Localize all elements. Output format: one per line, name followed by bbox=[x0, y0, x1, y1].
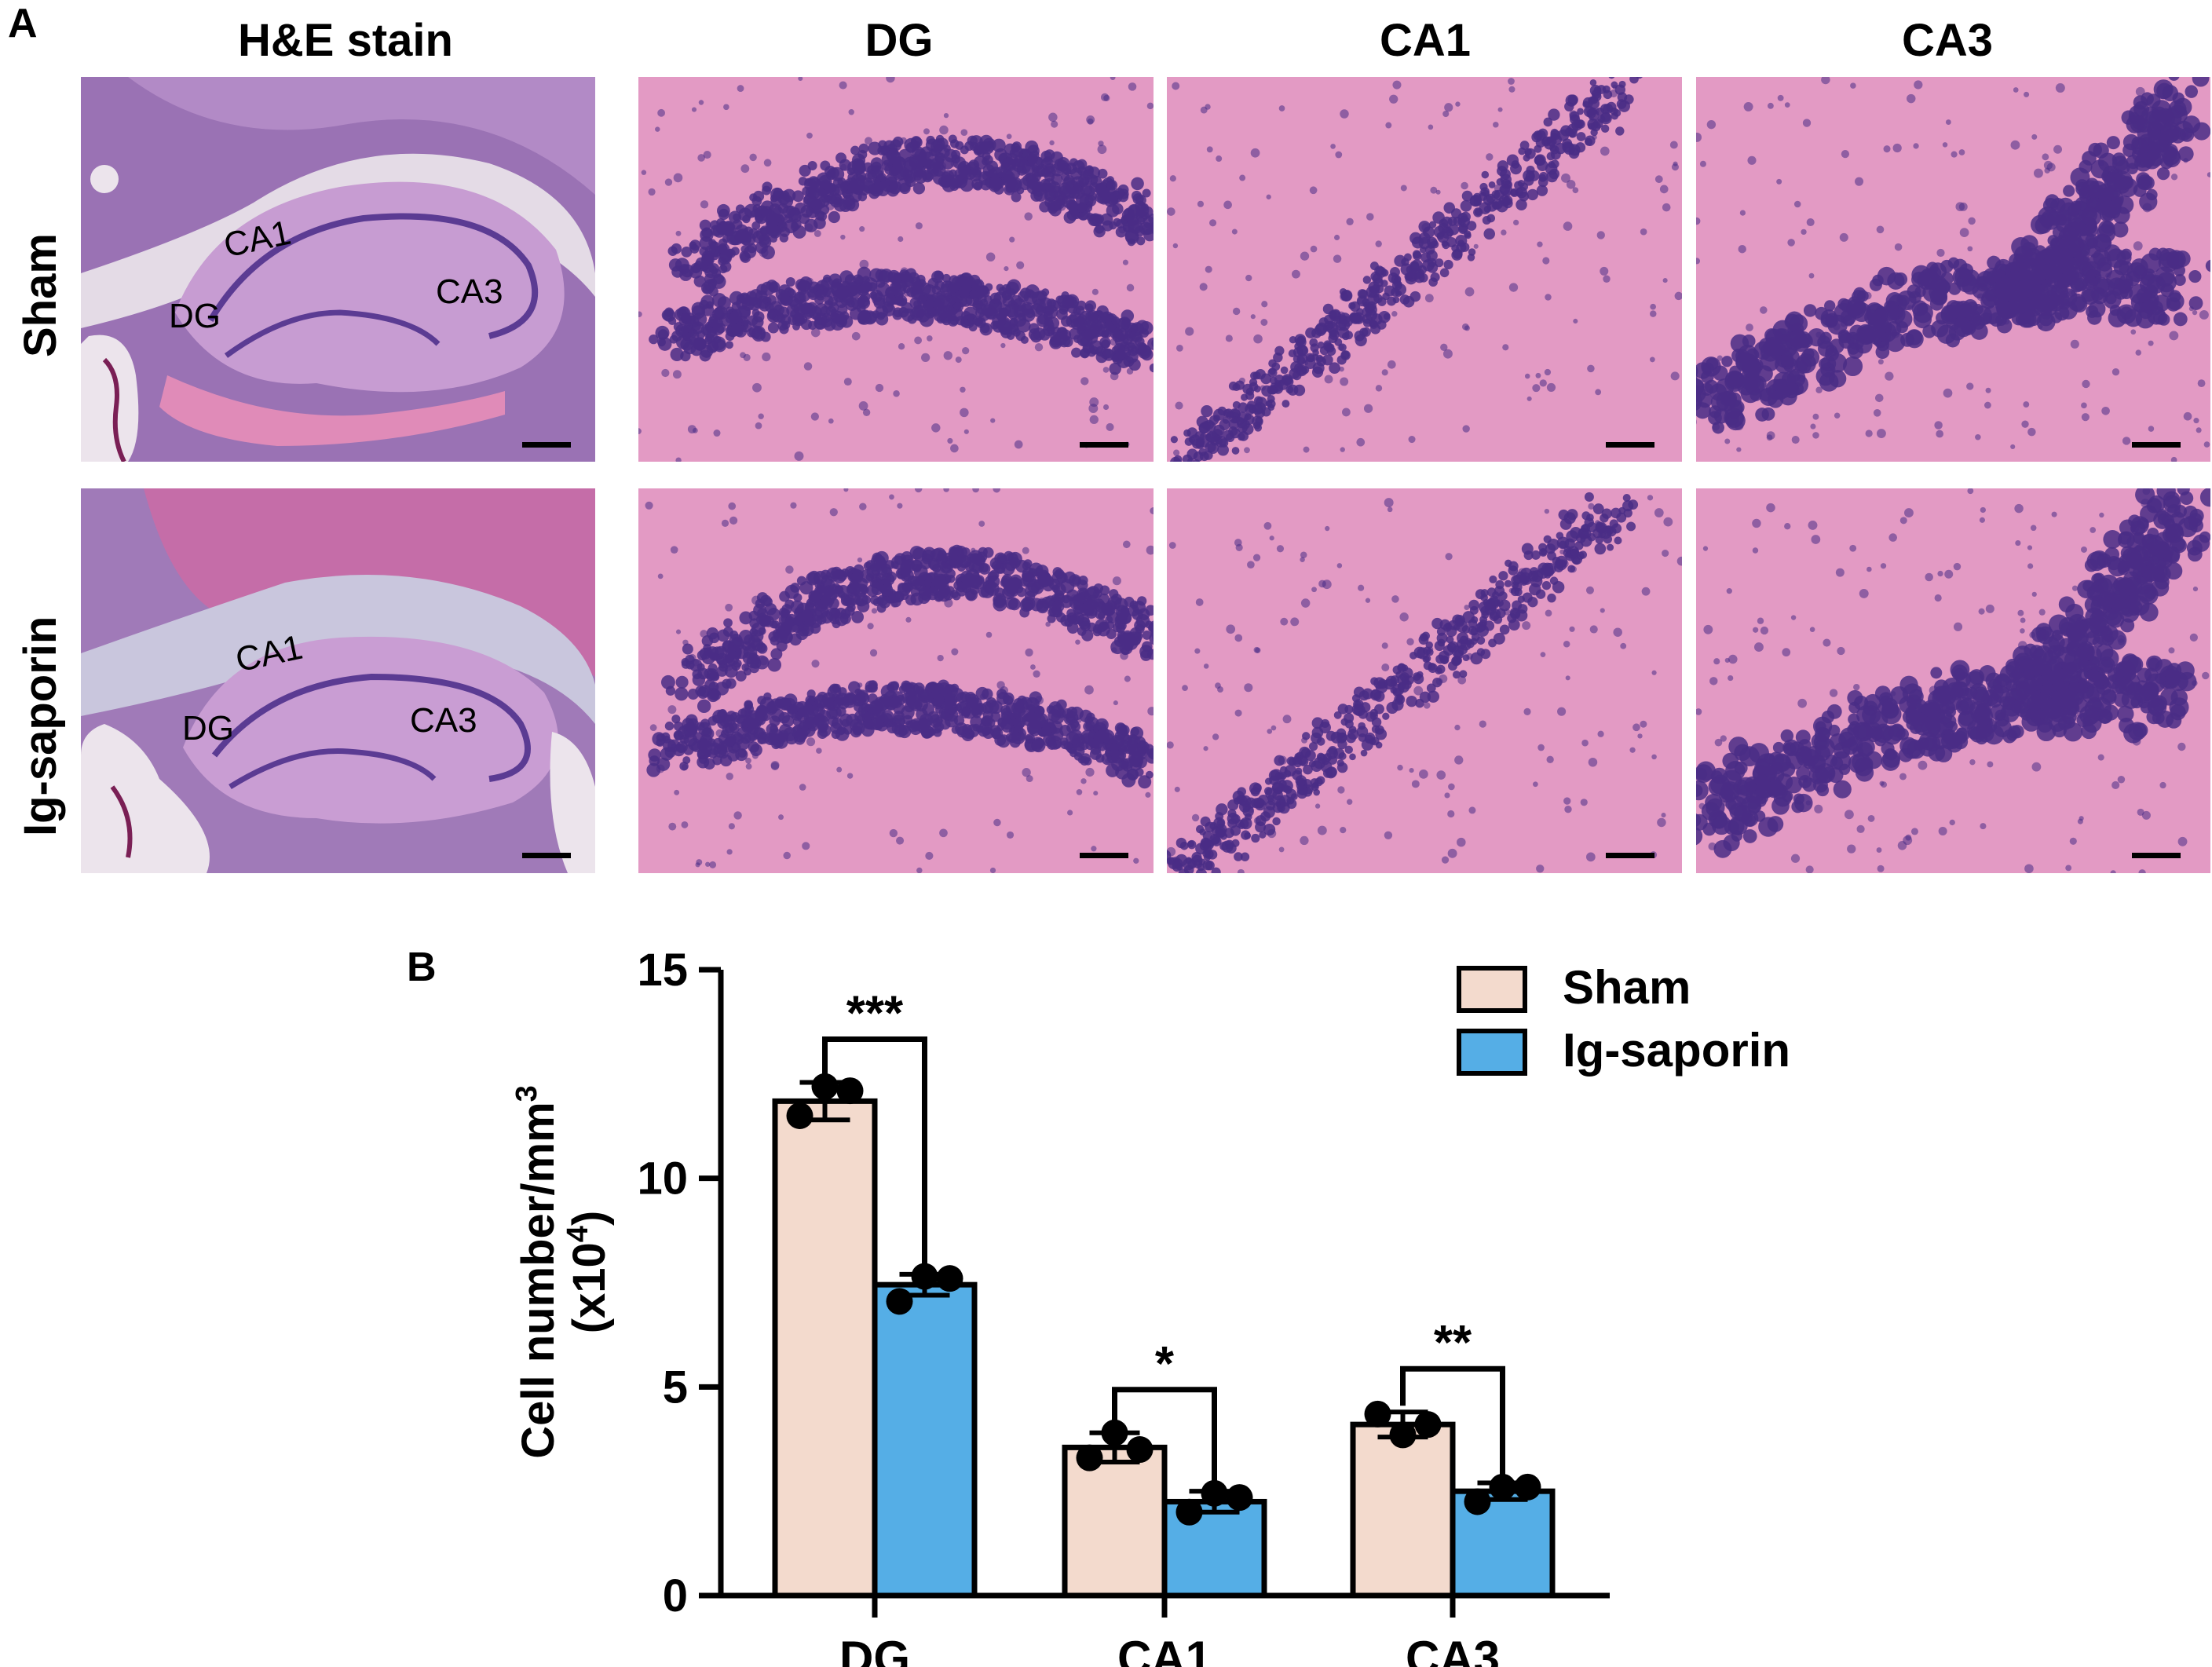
y-axis-label-unit: (x104) bbox=[561, 1211, 615, 1334]
legend-label-sham: Sham bbox=[1563, 961, 1691, 1014]
scale-bar bbox=[1606, 442, 1654, 448]
data-point bbox=[936, 1265, 963, 1292]
scale-bar bbox=[522, 853, 571, 858]
significance-bracket bbox=[1400, 1365, 1505, 1475]
scale-bar bbox=[1080, 442, 1128, 448]
scale-bar bbox=[1080, 853, 1128, 858]
data-point bbox=[1101, 1419, 1128, 1446]
data-point bbox=[1076, 1444, 1103, 1471]
overview-label-dg-sham: DG bbox=[169, 297, 221, 335]
data-point bbox=[1126, 1436, 1154, 1464]
micrograph-ig-saporin-ca3 bbox=[1696, 488, 2210, 873]
row-title-ig-saporin: Ig-saporin bbox=[15, 616, 66, 836]
bar-chart: Cell number/mm3 (x104) Sham Ig-saporin 0… bbox=[510, 945, 1790, 1667]
bar-sham-dg bbox=[772, 1098, 878, 1599]
legend-swatch-ig-saporin bbox=[1457, 1029, 1527, 1076]
bar-sham-ca1 bbox=[1062, 1444, 1168, 1599]
micrograph-sham-ca3 bbox=[1696, 77, 2210, 462]
micrograph-sham-overview bbox=[81, 77, 595, 462]
overview-label-ca3-ig: CA3 bbox=[410, 701, 477, 740]
significance-bracket bbox=[1112, 1387, 1217, 1484]
x-tick-label: CA3 bbox=[1406, 1632, 1500, 1667]
data-point bbox=[1464, 1488, 1491, 1515]
data-point bbox=[811, 1073, 839, 1100]
micrograph-ig-saporin-dg bbox=[638, 488, 1154, 873]
data-point bbox=[1226, 1484, 1253, 1512]
column-title-he-stain: H&E stain bbox=[238, 15, 453, 66]
data-point bbox=[1414, 1411, 1442, 1439]
micrograph-sham-ca1 bbox=[1167, 77, 1682, 462]
data-point bbox=[786, 1102, 814, 1129]
significance-bracket bbox=[822, 1036, 927, 1267]
panel-a-letter: A bbox=[8, 1, 38, 46]
significance-label: * bbox=[1155, 1337, 1175, 1391]
x-tick-label: DG bbox=[839, 1632, 910, 1667]
legend-swatch-sham bbox=[1457, 966, 1527, 1013]
micrograph-ig-saporin-overview bbox=[81, 488, 595, 873]
scale-bar bbox=[2132, 442, 2181, 448]
scale-bar bbox=[2132, 853, 2181, 858]
scale-bar bbox=[522, 442, 571, 448]
panel-b-letter: B bbox=[407, 945, 437, 990]
data-point bbox=[1489, 1473, 1516, 1501]
micrograph-sham-dg bbox=[638, 77, 1154, 462]
y-axis-label: Cell number/mm3 bbox=[510, 1085, 564, 1459]
data-point bbox=[836, 1077, 864, 1105]
significance-label: *** bbox=[846, 986, 904, 1040]
data-point bbox=[1514, 1473, 1541, 1501]
overview-label-ca3-sham: CA3 bbox=[436, 272, 503, 311]
data-point bbox=[1201, 1479, 1228, 1507]
y-tick-label: 15 bbox=[637, 945, 688, 996]
column-title-ca1: CA1 bbox=[1379, 15, 1472, 66]
scale-bar bbox=[1606, 853, 1654, 858]
overview-label-dg-ig: DG bbox=[182, 709, 234, 748]
y-tick-label: 10 bbox=[637, 1153, 688, 1205]
bar-ig-saporin-dg bbox=[872, 1281, 978, 1599]
y-tick-label: 5 bbox=[663, 1362, 688, 1413]
column-title-dg: DG bbox=[865, 15, 934, 66]
column-title-ca3: CA3 bbox=[1901, 15, 1994, 66]
micrograph-ig-saporin-ca1 bbox=[1167, 488, 1682, 873]
bar-sham-ca3 bbox=[1350, 1421, 1456, 1599]
data-point bbox=[911, 1263, 938, 1290]
data-point bbox=[1389, 1421, 1417, 1449]
x-tick-label: CA1 bbox=[1117, 1632, 1212, 1667]
y-tick-label: 0 bbox=[663, 1570, 688, 1621]
data-point bbox=[886, 1288, 913, 1315]
data-point bbox=[1175, 1498, 1203, 1526]
data-point bbox=[1364, 1400, 1391, 1428]
significance-label: ** bbox=[1434, 1316, 1472, 1370]
row-title-sham: Sham bbox=[15, 233, 66, 357]
legend-label-ig-saporin: Ig-saporin bbox=[1563, 1024, 1790, 1077]
